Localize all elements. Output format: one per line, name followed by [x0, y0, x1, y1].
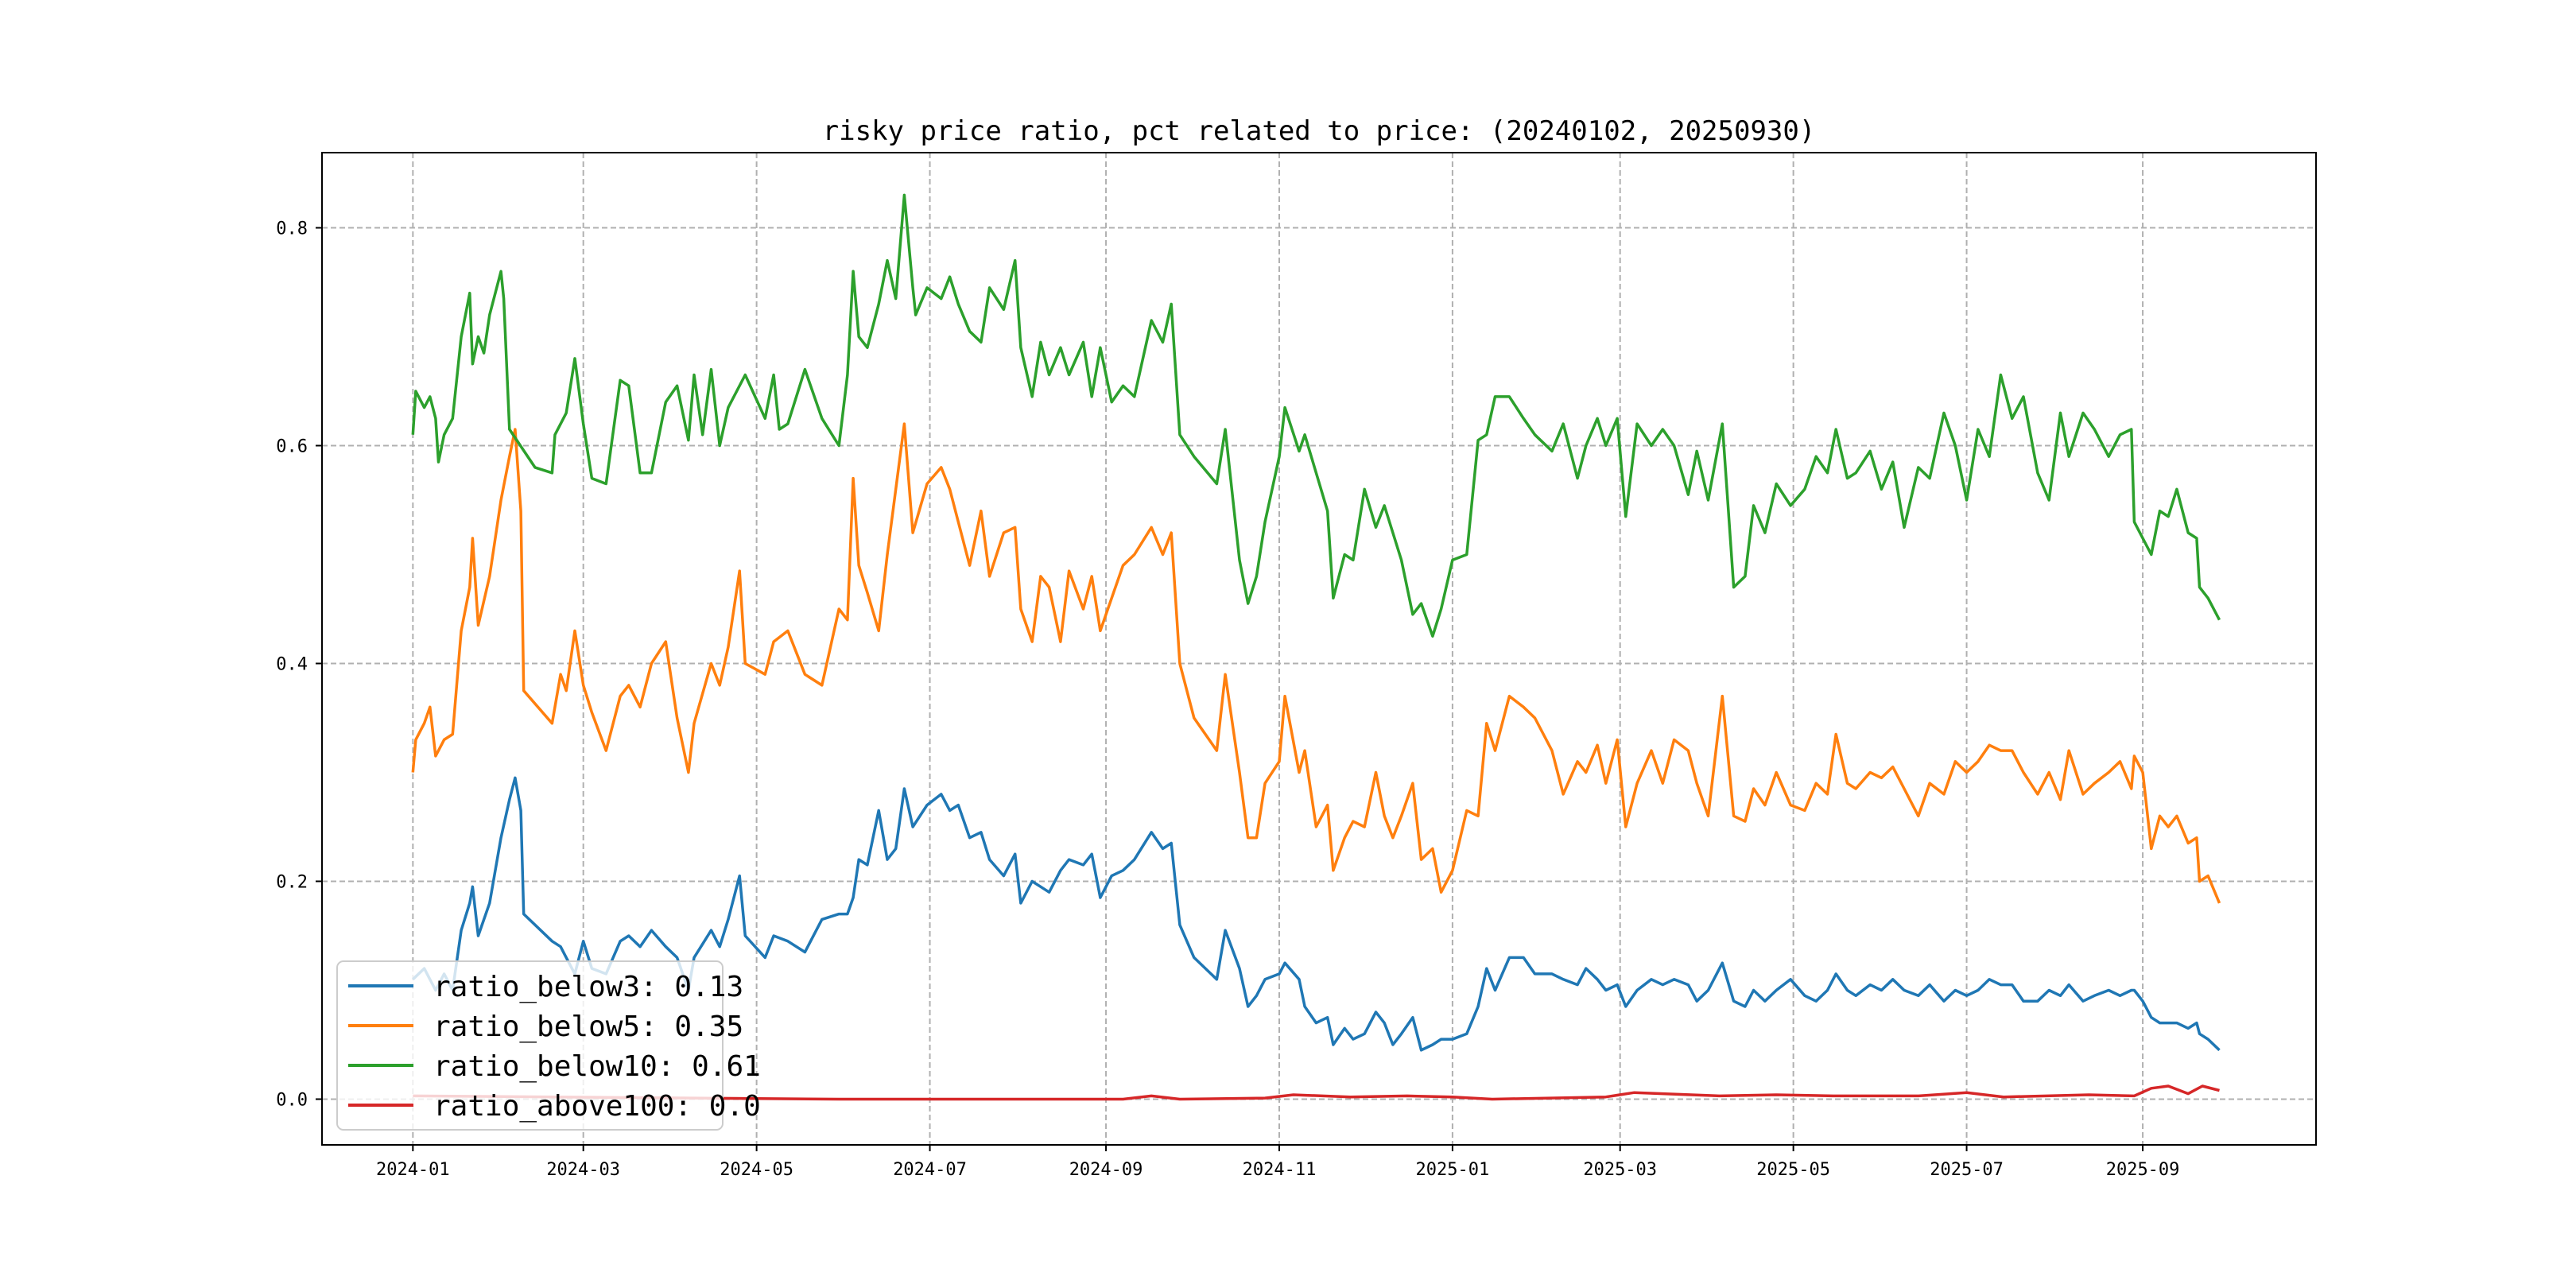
- x-tick-label: 2024-11: [1243, 1160, 1317, 1180]
- x-tick-label: 2024-01: [376, 1160, 450, 1180]
- plot-frame: [321, 152, 2317, 1146]
- x-tick-label: 2025-05: [1756, 1160, 1830, 1180]
- x-tick-label: 2025-09: [2106, 1160, 2180, 1180]
- series-line-ratio-below10: [411, 193, 2221, 638]
- x-tick-label: 2024-05: [720, 1160, 793, 1180]
- series-lines: [411, 193, 2221, 1101]
- y-tick-label: 0.8: [276, 219, 308, 239]
- legend-label: ratio_above100: 0.0: [433, 1090, 761, 1123]
- x-tick-label: 2025-03: [1583, 1160, 1657, 1180]
- axis-ticks: 2024-01 2024-03 2024-05 2024-07 2024-09 2024-…: [276, 219, 2179, 1180]
- y-tick-label: 0.0: [276, 1090, 308, 1110]
- series-line-ratio-above100: [413, 1084, 2220, 1101]
- x-tick-label: 2024-03: [546, 1160, 620, 1180]
- legend-box: [336, 960, 724, 1131]
- legend-label: ratio_below5: 0.35: [433, 1011, 743, 1043]
- x-tick-label: 2024-09: [1069, 1160, 1143, 1180]
- legend: ratio_below3: 0.13 ratio_below5: 0.35 rati…: [336, 960, 761, 1131]
- legend-label: ratio_below3: 0.13: [433, 971, 743, 1003]
- y-tick-label: 0.4: [276, 654, 308, 674]
- chart-title: risky price ratio, pct related to price:…: [823, 115, 1816, 147]
- x-tick-label: 2025-01: [1416, 1160, 1490, 1180]
- legend-label: ratio_below10: 0.61: [433, 1050, 761, 1083]
- x-tick-label: 2025-07: [1930, 1160, 2004, 1180]
- y-tick-label: 0.6: [276, 437, 308, 457]
- y-tick-label: 0.2: [276, 872, 308, 892]
- x-tick-label: 2024-07: [893, 1160, 967, 1180]
- series-line-ratio-below5: [411, 422, 2221, 904]
